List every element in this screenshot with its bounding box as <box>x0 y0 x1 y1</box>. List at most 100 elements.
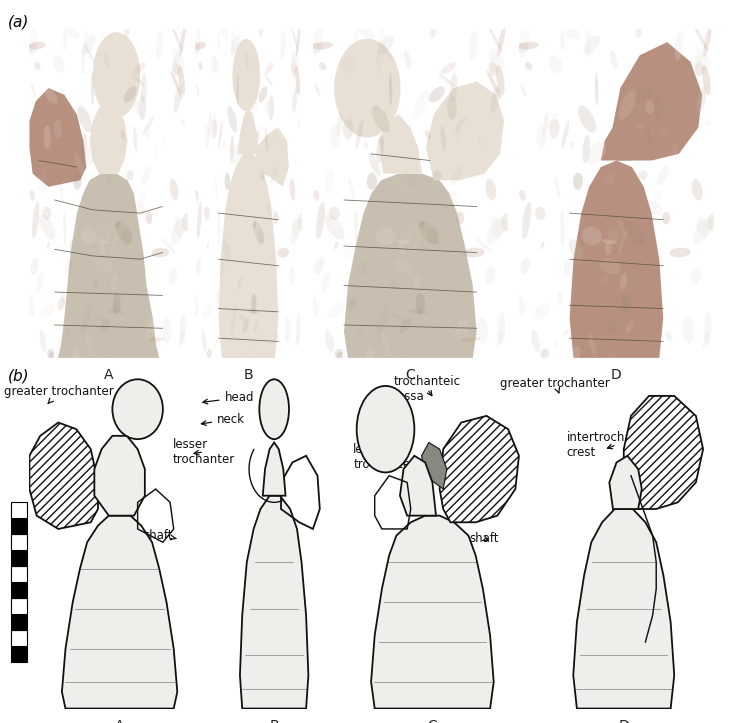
Ellipse shape <box>456 212 464 224</box>
Ellipse shape <box>372 106 390 132</box>
Ellipse shape <box>486 179 496 200</box>
Ellipse shape <box>64 320 70 329</box>
Ellipse shape <box>486 23 503 52</box>
Ellipse shape <box>217 21 229 39</box>
Ellipse shape <box>250 273 254 289</box>
Ellipse shape <box>394 258 415 274</box>
Text: greater trochanter: greater trochanter <box>500 377 610 393</box>
Ellipse shape <box>420 221 424 229</box>
Ellipse shape <box>104 50 110 69</box>
Ellipse shape <box>238 314 246 322</box>
Ellipse shape <box>145 127 149 141</box>
Ellipse shape <box>55 243 63 260</box>
Ellipse shape <box>146 212 152 224</box>
Ellipse shape <box>540 241 545 249</box>
Ellipse shape <box>169 179 178 200</box>
Polygon shape <box>29 88 86 187</box>
Ellipse shape <box>316 202 325 239</box>
Polygon shape <box>439 416 519 522</box>
Ellipse shape <box>535 207 546 220</box>
Ellipse shape <box>110 226 118 257</box>
Ellipse shape <box>379 29 386 58</box>
Ellipse shape <box>347 297 357 311</box>
Ellipse shape <box>588 333 597 357</box>
Ellipse shape <box>489 48 498 63</box>
Ellipse shape <box>531 330 540 352</box>
Ellipse shape <box>598 314 611 322</box>
Ellipse shape <box>519 190 526 201</box>
Ellipse shape <box>325 330 334 352</box>
Text: C: C <box>428 719 437 723</box>
Text: D: D <box>611 368 622 382</box>
Ellipse shape <box>265 201 274 215</box>
Ellipse shape <box>497 25 506 57</box>
Ellipse shape <box>635 86 651 103</box>
Ellipse shape <box>238 281 241 289</box>
Ellipse shape <box>336 352 343 362</box>
Ellipse shape <box>549 119 559 139</box>
Ellipse shape <box>291 54 300 73</box>
Ellipse shape <box>314 83 320 97</box>
Ellipse shape <box>455 127 461 141</box>
Ellipse shape <box>70 239 82 260</box>
Ellipse shape <box>420 320 428 334</box>
Ellipse shape <box>541 348 549 358</box>
Ellipse shape <box>202 303 213 319</box>
Ellipse shape <box>520 83 526 97</box>
Bar <box>11 598 27 614</box>
Ellipse shape <box>617 218 626 234</box>
Polygon shape <box>62 515 177 709</box>
Ellipse shape <box>72 107 82 117</box>
Ellipse shape <box>498 312 506 345</box>
Text: intertrochanteric
crest: intertrochanteric crest <box>567 431 667 458</box>
Ellipse shape <box>295 65 300 95</box>
Ellipse shape <box>29 190 35 201</box>
Ellipse shape <box>204 207 210 220</box>
Ellipse shape <box>91 73 94 106</box>
Ellipse shape <box>216 292 219 304</box>
Ellipse shape <box>325 168 335 194</box>
Ellipse shape <box>264 100 269 115</box>
Ellipse shape <box>180 312 185 345</box>
Ellipse shape <box>182 213 190 231</box>
Ellipse shape <box>242 318 249 333</box>
Ellipse shape <box>82 36 96 54</box>
Ellipse shape <box>199 62 202 70</box>
Ellipse shape <box>197 202 202 239</box>
Ellipse shape <box>71 141 74 148</box>
Text: (a): (a) <box>7 14 29 30</box>
Polygon shape <box>573 509 674 709</box>
Ellipse shape <box>26 43 38 53</box>
Ellipse shape <box>202 330 207 352</box>
Ellipse shape <box>179 25 186 57</box>
Ellipse shape <box>343 119 353 139</box>
Text: trochanteic
fossa: trochanteic fossa <box>394 375 461 403</box>
Ellipse shape <box>626 320 634 334</box>
Ellipse shape <box>249 218 253 234</box>
Ellipse shape <box>647 201 662 215</box>
Ellipse shape <box>215 176 218 201</box>
Ellipse shape <box>602 239 617 244</box>
Polygon shape <box>90 101 127 174</box>
Ellipse shape <box>259 380 289 439</box>
Ellipse shape <box>54 119 62 139</box>
Ellipse shape <box>585 29 592 58</box>
Ellipse shape <box>53 56 65 73</box>
Ellipse shape <box>148 331 154 341</box>
Ellipse shape <box>74 260 80 268</box>
Text: neck: neck <box>202 413 245 426</box>
Ellipse shape <box>289 267 295 285</box>
Ellipse shape <box>81 48 85 75</box>
Ellipse shape <box>553 340 559 349</box>
Text: lesser
trochanter: lesser trochanter <box>173 438 236 466</box>
Ellipse shape <box>43 207 52 220</box>
Ellipse shape <box>537 125 546 149</box>
Ellipse shape <box>433 171 442 180</box>
Ellipse shape <box>542 113 548 137</box>
Bar <box>11 646 27 662</box>
Text: neck: neck <box>367 420 394 433</box>
Ellipse shape <box>520 257 530 275</box>
Ellipse shape <box>39 214 55 240</box>
Ellipse shape <box>211 56 219 73</box>
Ellipse shape <box>49 352 54 362</box>
